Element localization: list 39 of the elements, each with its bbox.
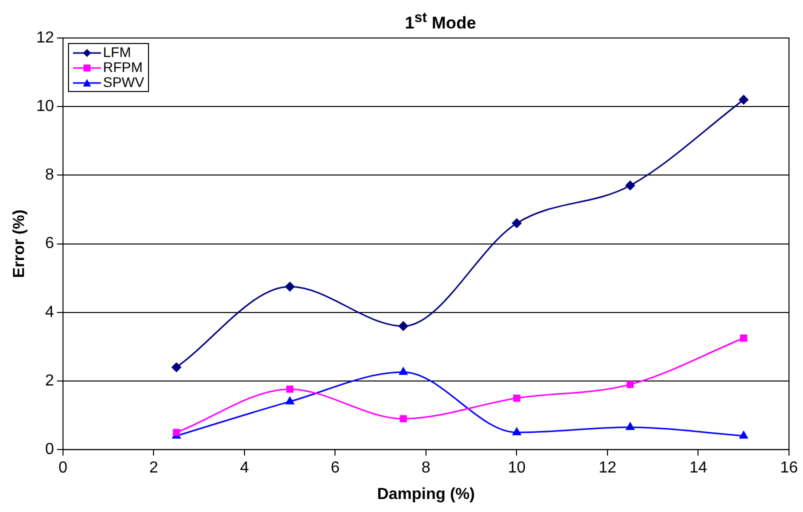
- point: [739, 431, 748, 439]
- point: [740, 334, 748, 342]
- point: [399, 367, 408, 375]
- y-tick-label: 2: [45, 372, 54, 390]
- point: [625, 180, 635, 190]
- legend-label: RFPM: [102, 59, 143, 75]
- x-tick-label: 8: [422, 460, 431, 477]
- point: [512, 428, 521, 436]
- point: [286, 396, 294, 404]
- y-tick-label: 0: [45, 441, 54, 458]
- y-tick-label: 6: [45, 235, 54, 252]
- point: [172, 428, 180, 436]
- x-tick-label: 16: [780, 460, 798, 477]
- x-tick-label: 6: [330, 460, 340, 477]
- point: [285, 282, 295, 292]
- legend-label: SPWV: [102, 74, 144, 90]
- point: [400, 415, 407, 422]
- y-tick-label: 12: [36, 29, 54, 46]
- point: [626, 380, 634, 388]
- point: [513, 394, 520, 402]
- point: [626, 422, 634, 430]
- x-tick-label: 4: [240, 460, 250, 477]
- chart-title: 1$^{st}$ Mode: [404, 10, 478, 34]
- point: [512, 218, 522, 228]
- x-axis-title: Damping (%): [377, 486, 475, 503]
- legend-label: LFM: [102, 44, 131, 60]
- x-tick-label: 0: [58, 460, 68, 477]
- x-tick-label: 2: [149, 460, 158, 477]
- x-tick-label: 10: [508, 460, 526, 477]
- x-tick-label: 12: [598, 460, 616, 477]
- y-axis-title: Error (%): [11, 210, 28, 278]
- y-tick-label: 10: [36, 98, 54, 116]
- y-tick-label: 4: [45, 304, 54, 321]
- x-tick-label: 14: [689, 460, 708, 477]
- point: [286, 386, 294, 393]
- point: [172, 362, 182, 372]
- y-tick-label: 8: [45, 166, 54, 184]
- point: [398, 321, 408, 331]
- point: [738, 94, 748, 104]
